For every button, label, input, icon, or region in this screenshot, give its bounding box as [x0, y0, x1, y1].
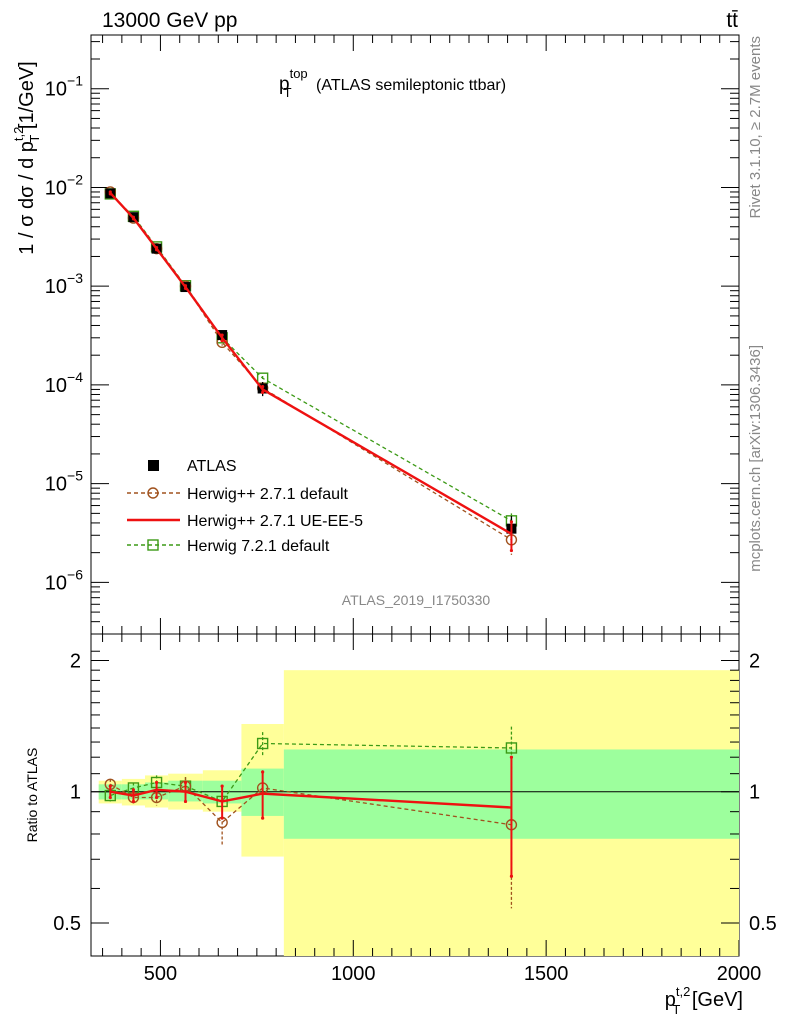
ratio-y-tick-label-right: 0.5 [749, 913, 777, 935]
error-cap [108, 784, 112, 788]
error-cap [220, 816, 224, 820]
error-cap [108, 795, 112, 800]
error-cap [131, 217, 136, 221]
error-cap [108, 192, 112, 196]
series-line [109, 193, 512, 522]
error-cap [509, 548, 514, 553]
y-axis-label-ratio: Ratio to ATLAS [24, 748, 40, 843]
error-cap [261, 385, 265, 389]
y-tick-label: 10−5 [45, 468, 83, 496]
legend: ATLAS Herwig++ 2.7.1 default Herwig++ 2.… [127, 458, 363, 555]
legend-marker-herwig271-default [147, 487, 159, 499]
legend-label-herwig271-ueee5: Herwig++ 2.7.1 UE-EE-5 [187, 513, 363, 530]
legend-item-atlas: ATLAS [148, 458, 237, 475]
error-cap [154, 248, 159, 252]
series-herwig-2-7-1-ue-ee-5 [108, 190, 514, 553]
legend-label-atlas: ATLAS [187, 458, 237, 475]
legend-marker-herwig721-default [147, 539, 159, 551]
x-tick-label: 1500 [524, 963, 569, 985]
main-series [104, 186, 518, 555]
series-herwig-2-7-1-ue-ee-5 [108, 755, 514, 878]
error-cap [220, 784, 224, 788]
y-tick-label: 10−6 [45, 566, 83, 594]
ratio-y-tick-label-left: 2 [70, 650, 81, 672]
legend-label-herwig721-default: Herwig 7.2.1 default [187, 538, 330, 555]
error-cap [261, 816, 265, 820]
plot-title: ptop T (ATLAS semileptonic ttbar) [279, 66, 506, 100]
ratio-series [104, 726, 518, 909]
ratio-y-tick-label-left: 0.5 [53, 913, 81, 935]
error-cap [183, 286, 188, 290]
error-cap [154, 795, 159, 800]
analysis-id: ATLAS_2019_I1750330 [342, 592, 491, 608]
x-tick-label: 500 [144, 963, 177, 985]
y-tick-label: 10−1 [45, 73, 83, 101]
process-label: tt̄ [726, 9, 738, 32]
error-cap [220, 339, 224, 343]
x-axis-label: pt,2 T [GeV] [665, 984, 743, 1017]
error-cap [509, 874, 514, 878]
ratio-y-tick-label-right: 1 [749, 782, 760, 804]
error-cap [183, 780, 188, 785]
y-tick-label: 10−2 [45, 171, 83, 199]
y-tick-label: 10−4 [45, 369, 83, 397]
energy-label: 13000 GeV pp [102, 9, 237, 32]
error-cap [183, 799, 188, 804]
error-cap [261, 390, 265, 394]
error-cap [220, 333, 224, 337]
error-cap [131, 788, 136, 792]
error-cap [154, 780, 159, 785]
legend-item-herwig271-default: Herwig++ 2.7.1 default [127, 486, 349, 503]
rivet-version-label: Rivet 3.1.10, ≥ 2.7M events [747, 36, 764, 219]
error-cap [183, 284, 188, 288]
legend-item-herwig271-ueee5: Herwig++ 2.7.1 UE-EE-5 [127, 513, 363, 530]
ratio-axes: 0.5 0.5 1 1 2 2 500 1000 1500 2000 [53, 634, 777, 985]
ratio-y-tick-label-right: 2 [749, 650, 760, 672]
main-axes: 10−1 10−2 10−3 10−4 10−5 10−6 [45, 35, 740, 634]
legend-label-herwig271-default: Herwig++ 2.7.1 default [187, 486, 349, 503]
series-line [109, 192, 513, 535]
legend-marker-atlas [148, 460, 159, 471]
data-point [505, 742, 518, 754]
series-herwig-7-2-1-default [104, 188, 518, 530]
error-cap [131, 799, 136, 804]
x-tick-label: 1000 [331, 963, 376, 985]
ratio-uncertainty-bands [98, 670, 739, 956]
error-cap [261, 770, 265, 774]
data-point [256, 737, 269, 750]
y-axis-label-main: 1 / σ dσ / d pt,2T [1/GeV] [11, 61, 42, 254]
ratio-y-tick-label-left: 1 [70, 782, 81, 804]
mcplots-label: mcplots.cern.ch [arXiv:1306.3436] [747, 345, 764, 572]
x-tick-label: 2000 [717, 963, 762, 985]
error-cap [509, 520, 514, 524]
y-tick-label: 10−3 [45, 270, 83, 298]
legend-item-herwig721-default: Herwig 7.2.1 default [127, 538, 330, 555]
error-cap [509, 755, 514, 759]
